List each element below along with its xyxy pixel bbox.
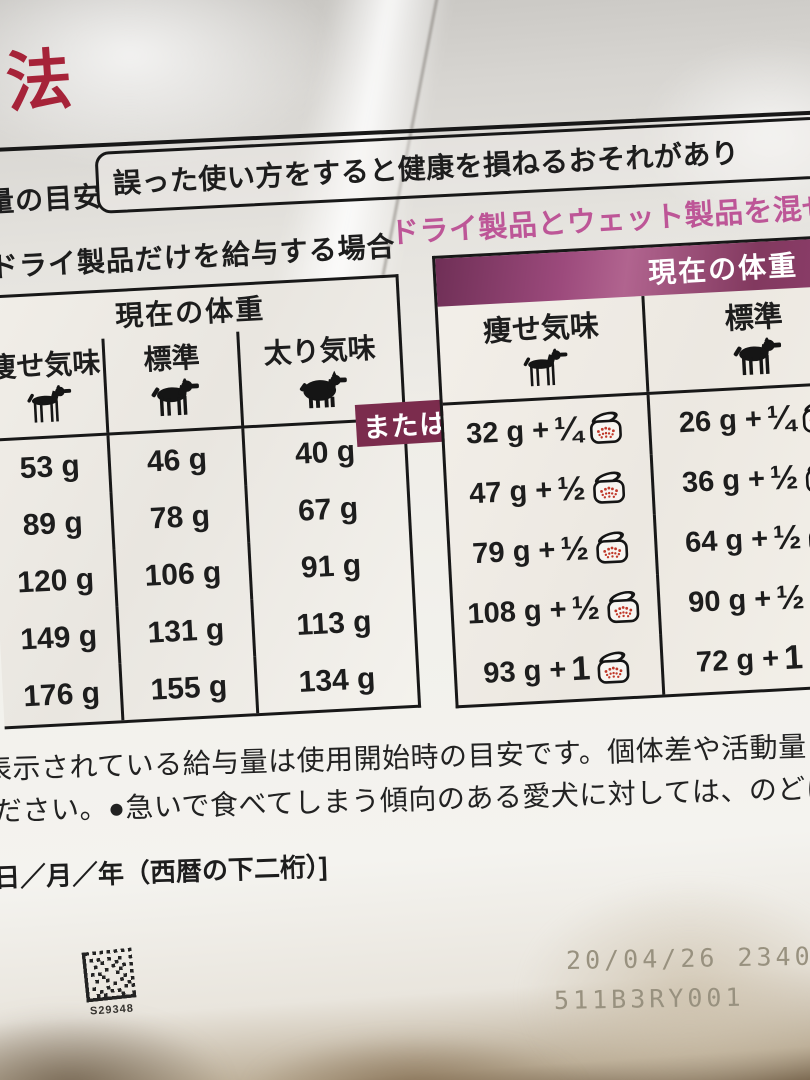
food-can-icon (588, 409, 623, 445)
fraction-text: ½ (772, 517, 803, 558)
amount-cell: 79 g + ½ (449, 515, 656, 586)
column-label: 痩せ気味 (0, 346, 102, 384)
food-can-icon (801, 397, 810, 434)
amount-cell: 67 g (244, 477, 410, 543)
amount-cell: 72 g + 1 (659, 623, 810, 695)
thin-dog-icon (25, 384, 73, 424)
mixed-feeding-table: 現在の体重 痩せ気味 標準 32 g + ¼ 26 g + ¼ (432, 233, 810, 709)
datamatrix-code-icon (81, 947, 137, 1003)
fraction-text: ½ (556, 468, 587, 509)
fraction-text: ½ (570, 588, 601, 628)
dry-feeding-table: 現在の体重 痩せ気味 標準 太り気味 53 g 46 g 40 g 89 g 7… (0, 274, 422, 730)
amount-text: 72 g + (695, 641, 780, 679)
amount-text: 26 g + (678, 402, 763, 439)
amount-cell: 46 g (106, 428, 245, 493)
amount-cell: 155 g (118, 656, 256, 721)
thin-dog-icon (522, 347, 569, 387)
printed-lot-code: 511B3RY001 (553, 982, 745, 1015)
amount-cell: 176 g (22, 675, 101, 713)
section-title-character: 法 (3, 41, 75, 121)
amount-cell: 149 g (19, 618, 98, 656)
amount-text: 36 g + (681, 462, 766, 499)
amount-text: 79 g + (471, 533, 557, 570)
column-header-normal: 標準 (101, 331, 241, 433)
amount-cell: 32 g + ¼ (443, 395, 650, 466)
fat-dog-icon (298, 370, 349, 409)
normal-dog-icon (150, 377, 201, 417)
amount-cell: 91 g (247, 533, 413, 600)
amount-cell: 78 g (109, 485, 248, 550)
food-can-icon (595, 528, 629, 565)
normal-dog-icon (732, 336, 783, 376)
amount-cell: 64 g + ½ (652, 503, 810, 575)
amount-cell: 93 g + 1 (455, 635, 662, 706)
column-label: 標準 (723, 300, 784, 336)
amount-cell: 108 g + ½ (452, 575, 659, 646)
fraction-text: ¼ (553, 408, 584, 449)
column-label: 太り気味 (262, 332, 377, 370)
column-label: 標準 (142, 341, 201, 376)
amount-text: 64 g + (684, 522, 769, 559)
amount-cell: 106 g (112, 542, 251, 607)
amount-cell: 120 g (16, 562, 95, 600)
food-can-icon (804, 457, 810, 493)
column-header-thin: 痩せ気味 (438, 296, 647, 403)
date-format-note: 日／月／年（西暦の下二桁）] (0, 851, 329, 893)
or-label: または (362, 407, 448, 444)
fraction-text: ½ (768, 457, 800, 498)
fraction-text: ½ (559, 528, 590, 569)
amount-cell: 134 g (253, 647, 418, 714)
amount-cell: 36 g + ½ (649, 443, 810, 515)
printed-date-code: 20/04/26 2340 (565, 941, 810, 975)
feeding-amount-label: 量の目安 (0, 180, 103, 219)
column-label: 痩せ気味 (482, 310, 600, 349)
fraction-text: ½ (775, 577, 806, 617)
amount-text: 108 g + (466, 592, 568, 631)
food-can-icon (606, 588, 640, 624)
amount-cell: 113 g (250, 590, 416, 657)
amount-text: 93 g + (482, 653, 568, 690)
amount-cell: 89 g (21, 505, 84, 542)
fraction-text: ¼ (765, 397, 797, 438)
amount-cell: 131 g (115, 599, 254, 664)
amount-cell: 26 g + ¼ (646, 383, 810, 455)
shadow-area (0, 1010, 230, 1080)
amount-cell: 47 g + ½ (446, 455, 653, 526)
amount-text: 47 g + (468, 473, 554, 510)
food-can-icon (591, 469, 626, 505)
column-header-normal: 標準 (641, 284, 810, 392)
fraction-text: 1 (783, 637, 804, 677)
amount-cell: 53 g (18, 448, 81, 485)
fraction-text: 1 (570, 648, 592, 688)
food-can-icon (807, 517, 810, 553)
column-header-thin: 痩せ気味 (0, 339, 107, 439)
amount-text: 90 g + (687, 582, 773, 619)
amount-text: 32 g + (465, 413, 550, 450)
food-can-icon (809, 637, 810, 673)
amount-cell: 90 g + ½ (655, 563, 810, 635)
current-weight-header: 現在の体重 (647, 249, 799, 289)
food-can-icon (596, 649, 631, 685)
shadow-area (250, 1035, 580, 1080)
